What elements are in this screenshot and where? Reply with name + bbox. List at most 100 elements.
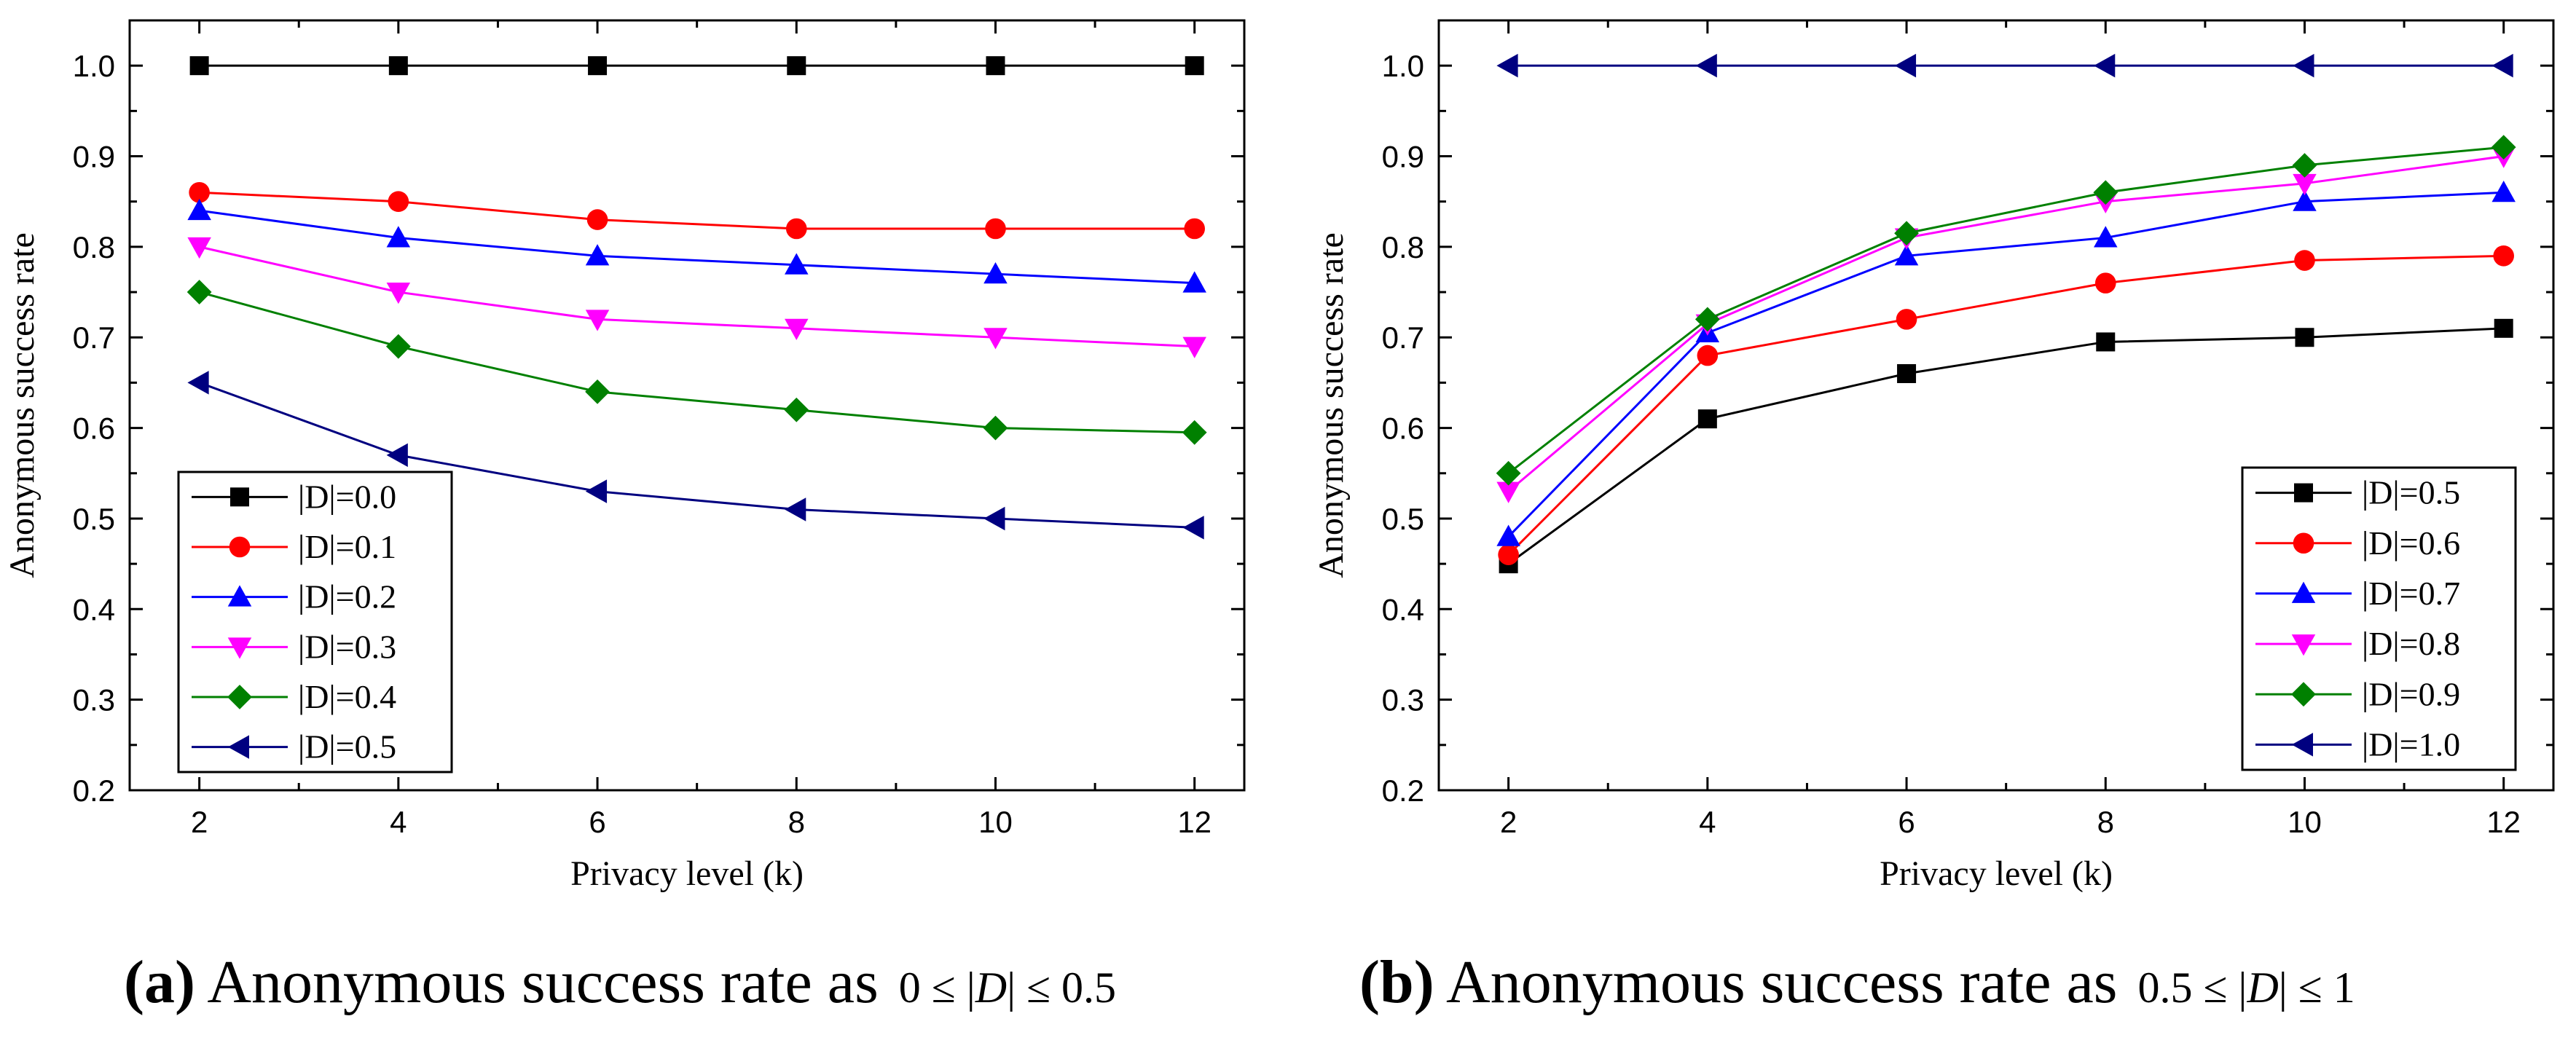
data-point — [2295, 328, 2314, 347]
y-tick-label: 0.5 — [73, 502, 115, 536]
data-point — [1496, 481, 1520, 503]
legend: |D|=0.5 |D|=0.6 |D|=0.7 |D|=0.8 |D|=0.9 |D|=1… — [2241, 466, 2517, 771]
x-axis-label: Privacy level (k) — [570, 854, 804, 893]
data-point — [1496, 53, 1518, 78]
x-tick-label: 2 — [1500, 805, 1517, 839]
caption-a-math-right: | ≤ 0.5 — [1007, 964, 1117, 1012]
data-point — [2491, 135, 2516, 160]
x-tick-label: 2 — [191, 805, 208, 839]
y-tick-label: 0.9 — [73, 140, 115, 174]
legend-label: |D|=0.2 — [298, 578, 396, 615]
plot-frame — [1437, 19, 2555, 792]
data-point — [2093, 180, 2118, 205]
data-point — [187, 371, 209, 395]
data-point — [585, 244, 610, 266]
legend-marker — [227, 585, 252, 607]
series-line — [1507, 254, 2504, 556]
legend-label: |D|=0.4 — [298, 678, 396, 715]
data-point — [386, 443, 408, 468]
caption-b: (b) Anonymous success rate as 0.5 ≤ |D| ≤… — [1359, 947, 2355, 1017]
data-point — [1496, 524, 1520, 546]
series-line — [199, 191, 1195, 230]
series-line — [1507, 146, 2504, 474]
caption-b-math-right: | ≤ 1 — [2278, 964, 2355, 1012]
series-3 — [1496, 146, 2516, 503]
y-tick-label: 0.7 — [1382, 320, 1424, 355]
data-point — [385, 334, 411, 359]
data-point — [983, 415, 1008, 441]
data-point — [2494, 318, 2513, 338]
data-point — [2491, 181, 2516, 202]
caption-b-math-left: 0.5 ≤ | — [2137, 964, 2247, 1012]
data-point — [2094, 226, 2118, 248]
legend-box — [2241, 466, 2517, 771]
y-tick-label: 0.8 — [73, 230, 115, 264]
caption-a-math: 0 ≤ |D| ≤ 0.5 — [899, 964, 1116, 1012]
y-tick-label: 0.3 — [1382, 683, 1424, 717]
data-point — [1498, 544, 1519, 565]
data-point — [1896, 309, 1917, 330]
data-point — [983, 506, 1005, 531]
y-tick-label: 0.8 — [1382, 230, 1424, 264]
x-tick-label: 12 — [2486, 805, 2521, 839]
legend-marker — [227, 735, 249, 759]
series-0 — [1499, 318, 2513, 574]
series-line — [1507, 155, 2504, 492]
data-point — [1182, 336, 1206, 358]
data-point — [386, 283, 411, 304]
data-point — [388, 56, 408, 76]
legend-marker — [229, 536, 251, 558]
data-point — [983, 328, 1008, 350]
data-point — [784, 397, 809, 422]
series-line — [199, 245, 1195, 348]
data-point — [1182, 516, 1204, 540]
data-point — [585, 479, 608, 503]
x-tick-label: 12 — [1177, 805, 1212, 839]
y-axis-label: Anonymous success rate — [1312, 232, 1351, 578]
data-point — [2293, 53, 2314, 78]
caption-a-letter: (a) — [124, 948, 195, 1016]
x-tick-label: 8 — [788, 805, 805, 839]
data-point — [187, 237, 211, 259]
series-2 — [1496, 181, 2516, 546]
series-1 — [1498, 245, 2514, 565]
y-tick-label: 0.2 — [73, 773, 115, 808]
series-line — [1507, 327, 2504, 565]
data-point — [189, 181, 210, 203]
data-point — [785, 497, 806, 521]
data-point — [1182, 271, 1206, 293]
data-point — [1894, 53, 1917, 78]
legend-label: |D|=0.7 — [2362, 575, 2460, 612]
caption-b-math: 0.5 ≤ |D| ≤ 1 — [2138, 964, 2355, 1012]
data-point — [586, 209, 608, 230]
data-point — [1697, 409, 1717, 429]
x-tick-label: 10 — [978, 805, 1013, 839]
series-5 — [1496, 53, 2513, 78]
data-point — [187, 198, 211, 221]
data-point — [2491, 53, 2513, 78]
caption-a-math-var: D — [975, 964, 1008, 1012]
data-point — [585, 379, 610, 404]
legend-marker — [230, 487, 249, 507]
data-point — [1897, 363, 1917, 383]
legend-marker — [2291, 634, 2316, 656]
legend-label: |D|=0.0 — [298, 478, 396, 515]
data-point — [785, 253, 809, 275]
x-axis-label: Privacy level (k) — [1880, 854, 2113, 893]
legend-marker — [2291, 682, 2316, 707]
data-point — [386, 226, 411, 248]
data-point — [785, 318, 809, 341]
y-tick-label: 0.4 — [73, 592, 115, 626]
legend-marker — [2294, 483, 2313, 503]
x-tick-label: 10 — [2288, 805, 2322, 839]
series-1 — [189, 181, 1205, 240]
x-tick-label: 6 — [589, 805, 605, 839]
data-point — [2094, 53, 2116, 78]
data-point — [1182, 420, 1207, 445]
series-4 — [186, 280, 1207, 445]
chart-b: 2 4 6 8 10 12 0.2 0.3 0.4 0.5 0.6 0.7 0.8 0.9 1.0 Priva… — [1312, 19, 2555, 893]
data-point — [2294, 250, 2315, 271]
y-tick-label: 0.4 — [1382, 592, 1424, 626]
data-point — [985, 218, 1006, 240]
plot-frame — [128, 19, 1246, 792]
